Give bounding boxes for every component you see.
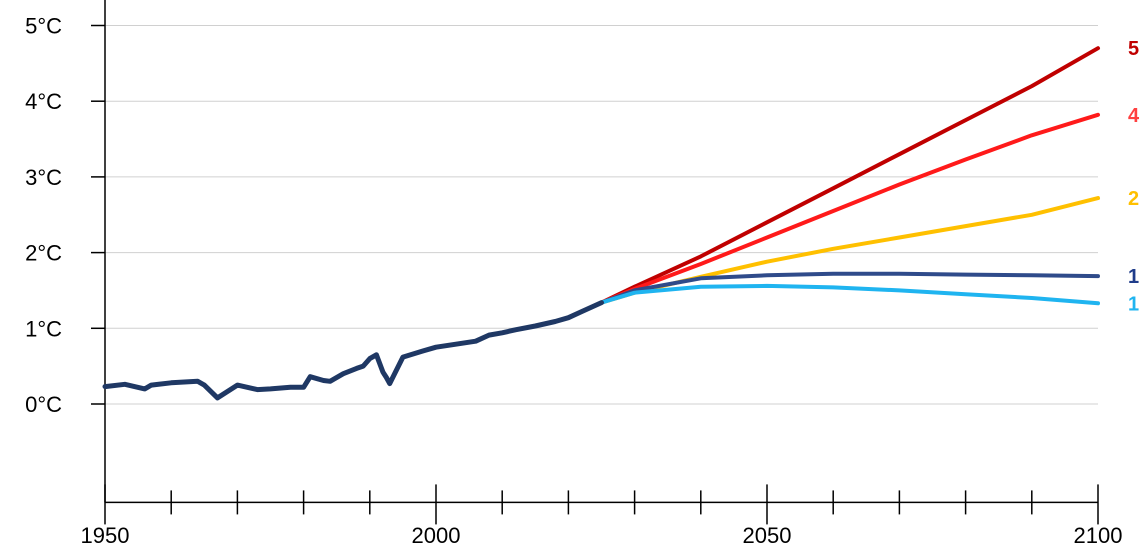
- x-tick-label: 2000: [412, 523, 461, 548]
- y-tick-label: 4°C: [25, 89, 62, 114]
- end-label: 4: [1128, 105, 1140, 127]
- y-tick-label: 5°C: [25, 14, 62, 39]
- axes: [91, 0, 1099, 525]
- end-label: 1: [1128, 266, 1139, 288]
- projection-line-4: [599, 271, 1100, 305]
- x-tick-label: 1950: [81, 523, 130, 548]
- x-tick-label: 2050: [743, 523, 792, 548]
- x-tick-label: 2100: [1074, 523, 1123, 548]
- projection-line-5: [599, 283, 1100, 306]
- projection-line-2: [599, 112, 1100, 305]
- end-label: 2: [1128, 188, 1139, 210]
- y-tick-label: 2°C: [25, 241, 62, 266]
- projection-line-1: [599, 46, 1100, 305]
- tick-labels: 0°C 1°C 2°C 3°C 4°C 5°C 1950 2000 2050 2100: [25, 14, 1122, 549]
- y-tick-label: 0°C: [25, 392, 62, 417]
- historical-line: [102, 300, 604, 401]
- gridlines: [105, 25, 1098, 405]
- end-labels: 5 4 2 1 1: [1128, 38, 1140, 315]
- end-label: 1: [1128, 293, 1139, 315]
- y-tick-label: 1°C: [25, 316, 62, 341]
- series-lines: [102, 46, 1100, 401]
- end-label: 5: [1128, 38, 1139, 60]
- y-tick-label: 3°C: [25, 165, 62, 190]
